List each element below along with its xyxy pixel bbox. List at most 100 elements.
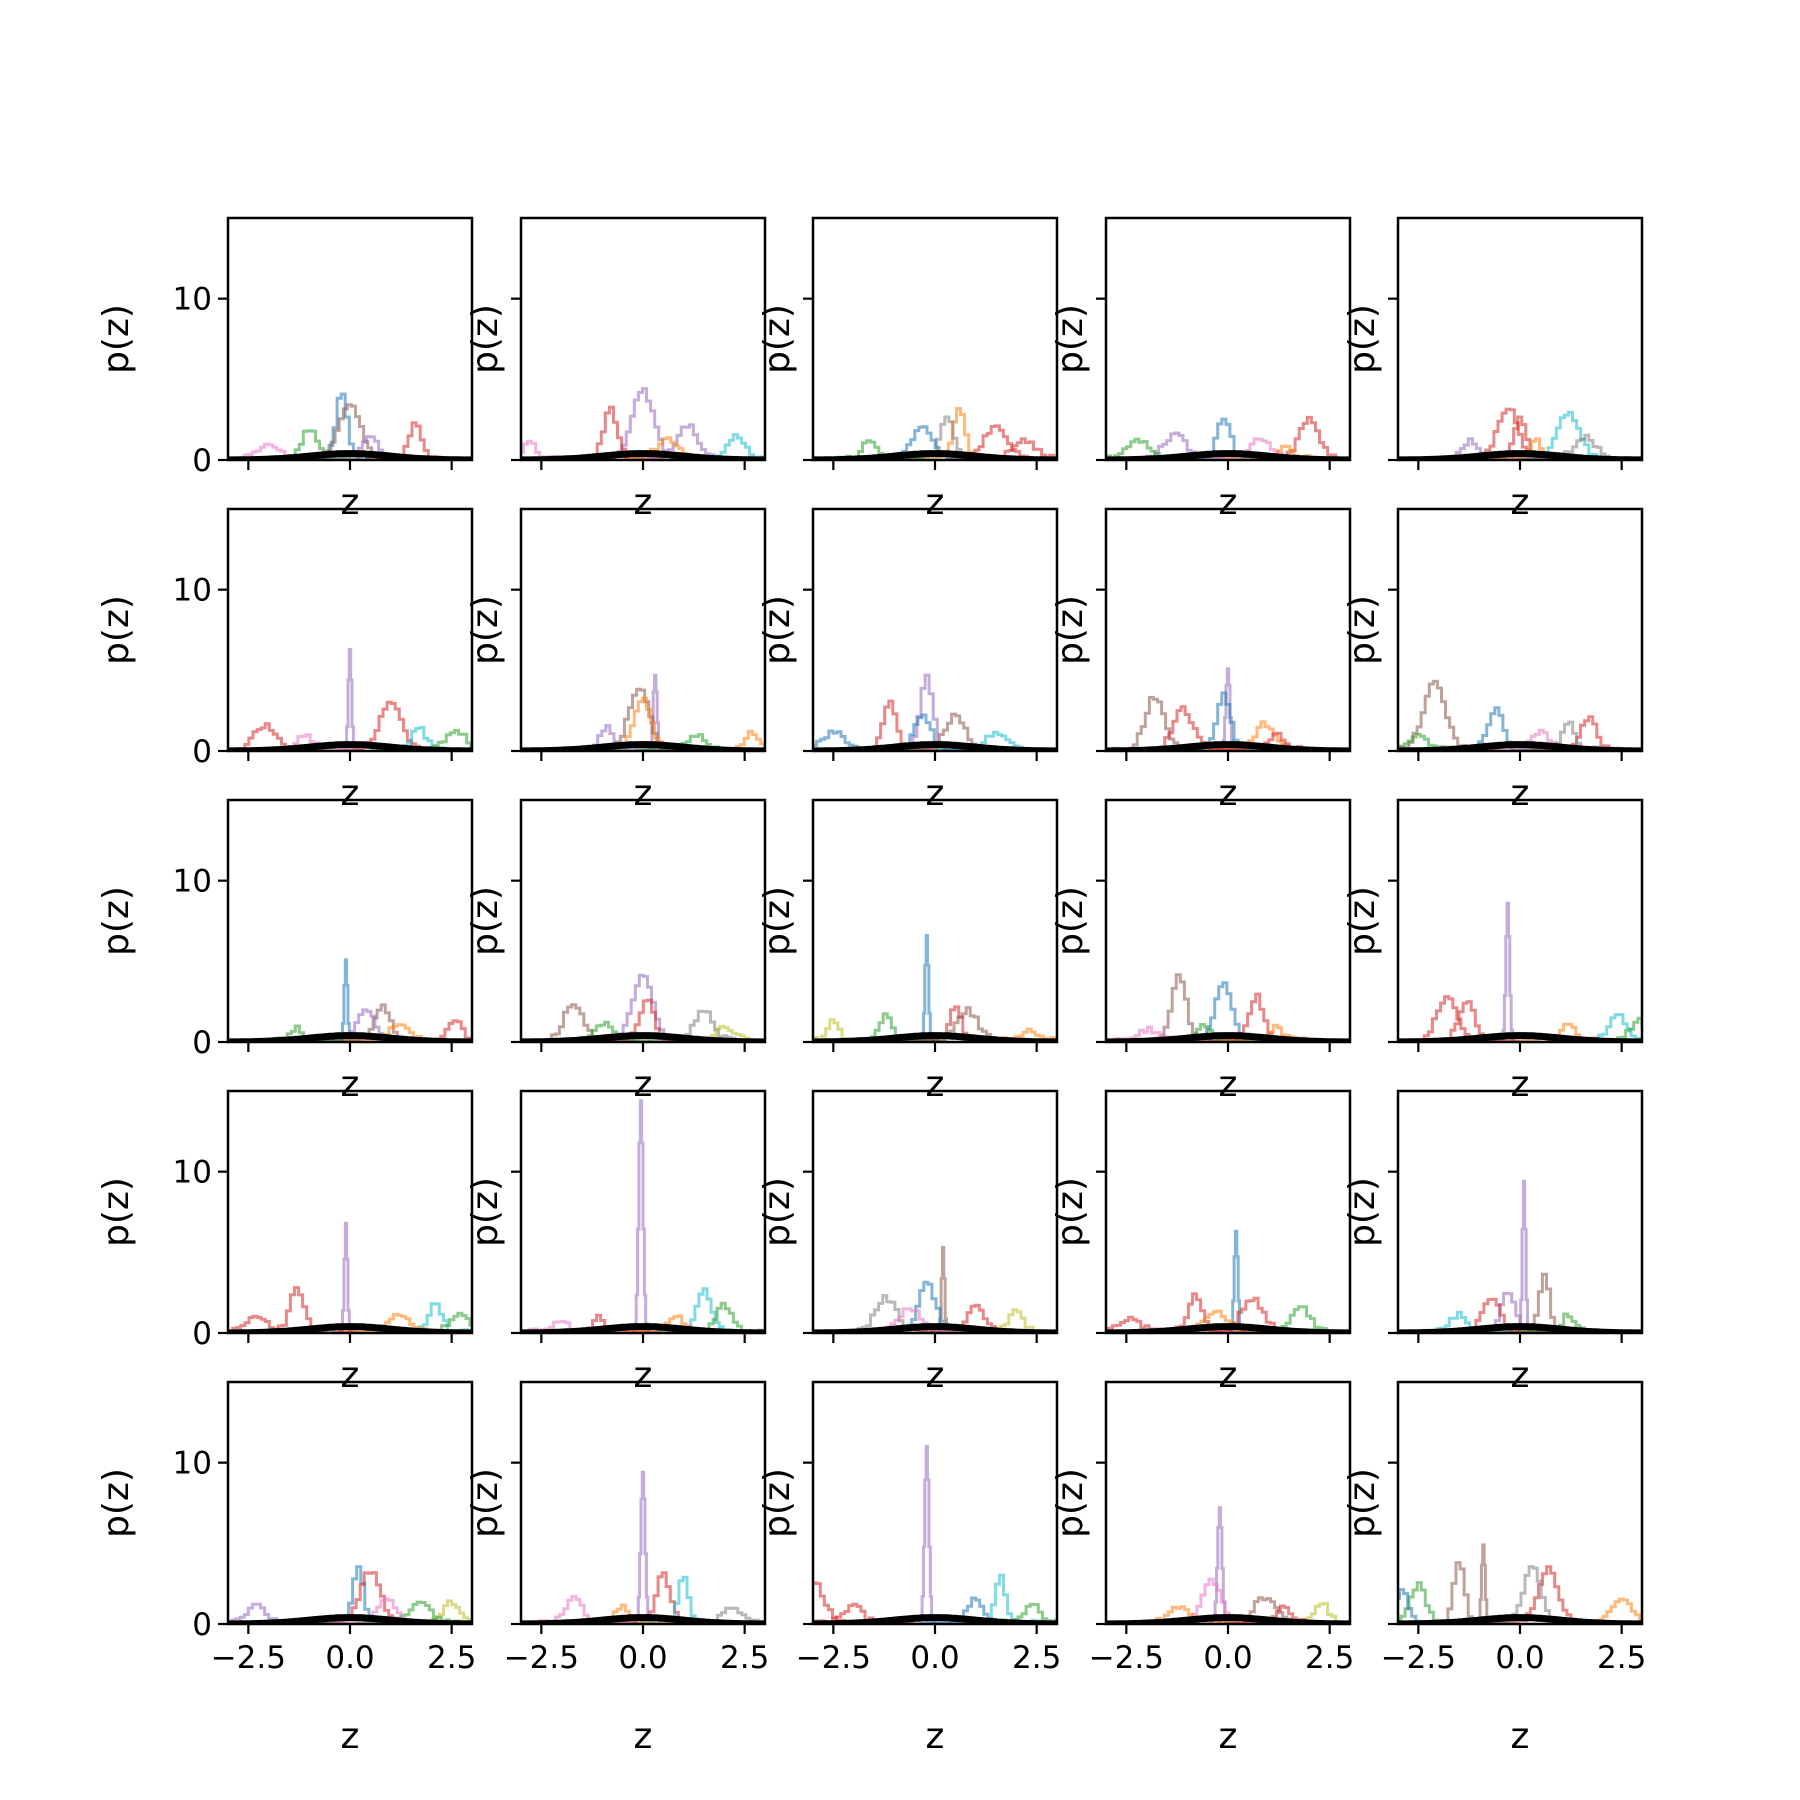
plot-area xyxy=(1106,1229,1350,1333)
subplot-r1-c1: z p(z) xyxy=(465,507,767,814)
histogram-series-0 xyxy=(641,673,670,751)
subplot-r2-c4: z p(z) xyxy=(1342,798,1644,1105)
histogram-series-0 xyxy=(912,934,943,1042)
x-tick-label: −2.5 xyxy=(1381,1640,1456,1676)
axes-frame xyxy=(1104,798,1352,1044)
histogram-series-0 xyxy=(1493,901,1524,1042)
x-axis-label: z xyxy=(634,773,653,814)
y-axis-label: p(z) xyxy=(96,886,137,956)
subplot-r0-c1: z p(z) xyxy=(465,216,767,523)
x-axis-label: z xyxy=(341,1716,360,1757)
axes-frame xyxy=(226,1380,474,1626)
plot-area xyxy=(521,673,765,751)
x-axis-label: z xyxy=(634,482,653,523)
y-axis-label: p(z) xyxy=(1342,886,1383,956)
subplot-r0-c4: z p(z) xyxy=(1342,216,1644,523)
plot-area xyxy=(1398,1179,1642,1333)
x-tick-label: 2.5 xyxy=(720,1640,769,1676)
y-axis-label: p(z) xyxy=(465,1177,506,1247)
axes-frame xyxy=(519,216,767,462)
plot-area xyxy=(1106,973,1350,1042)
axes-frame xyxy=(1396,1380,1644,1626)
x-axis-label: z xyxy=(1219,1355,1238,1396)
y-axis-label: p(z) xyxy=(1050,304,1091,374)
y-tick-label: 0 xyxy=(192,443,212,479)
plot-area xyxy=(1398,1543,1642,1624)
plot-area xyxy=(228,392,472,460)
x-tick-label: 0.0 xyxy=(910,1640,959,1676)
histogram-series-0 xyxy=(596,387,693,460)
y-tick-label: 10 xyxy=(173,282,212,318)
x-tick-label: 2.5 xyxy=(1012,1640,1061,1676)
y-axis-label: p(z) xyxy=(96,1177,137,1247)
subplot-r2-c1: z p(z) xyxy=(465,798,767,1105)
plot-area xyxy=(1398,679,1642,751)
subplot-r3-c2: z p(z) xyxy=(757,1089,1059,1396)
subplot-r0-c2: z p(z) xyxy=(757,216,1059,523)
axes-frame xyxy=(1396,798,1644,1044)
x-tick-label: 0.0 xyxy=(1203,1640,1252,1676)
x-axis-label: z xyxy=(1219,1716,1238,1757)
axes-frame xyxy=(811,216,1059,462)
subplot-r2-c2: z p(z) xyxy=(757,798,1059,1105)
subplot-r4-c4: −2.5 0.0 2.5 z p(z) xyxy=(1342,1380,1646,1757)
plot-area xyxy=(813,1445,1057,1624)
histogram-series-0 xyxy=(912,1445,943,1624)
x-axis-label: z xyxy=(341,773,360,814)
subplot-r1-c4: z p(z) xyxy=(1342,507,1644,814)
plot-area xyxy=(521,1099,765,1333)
plot-area xyxy=(813,934,1057,1042)
plot-area xyxy=(228,1565,472,1624)
histogram-series-0 xyxy=(1509,1179,1540,1333)
y-axis-label: p(z) xyxy=(757,595,798,665)
plot-area xyxy=(1398,901,1642,1042)
y-tick-label: 0 xyxy=(192,1607,212,1643)
subplot-r4-c0: −2.5 0.0 2.5 0 10 z p(z) xyxy=(96,1380,476,1757)
y-axis-label: p(z) xyxy=(1050,886,1091,956)
x-axis-label: z xyxy=(1511,1064,1530,1105)
subplot-r0-c0: 0 10 z p(z) xyxy=(96,216,474,523)
axes-frame xyxy=(1104,1380,1352,1626)
y-axis-label: p(z) xyxy=(465,304,506,374)
x-axis-label: z xyxy=(1511,482,1530,523)
y-axis-label: p(z) xyxy=(1050,595,1091,665)
x-axis-label: z xyxy=(634,1064,653,1105)
axes-frame xyxy=(1396,507,1644,753)
x-tick-label: −2.5 xyxy=(796,1640,871,1676)
y-axis-label: p(z) xyxy=(1342,595,1383,665)
plot-area xyxy=(813,1246,1057,1333)
histogram-series-0 xyxy=(1469,1543,1498,1624)
y-axis-label: p(z) xyxy=(757,886,798,956)
plot-area xyxy=(1106,415,1350,460)
x-tick-label: −2.5 xyxy=(211,1640,286,1676)
plot-area xyxy=(813,673,1057,751)
histogram-series-0 xyxy=(928,1246,959,1333)
y-axis-label: p(z) xyxy=(1050,1177,1091,1247)
axes-frame xyxy=(226,1089,474,1335)
x-axis-label: z xyxy=(926,1716,945,1757)
y-axis-label: p(z) xyxy=(757,1177,798,1247)
plot-area xyxy=(1398,407,1642,460)
subplot-r3-c0: 0 10 z p(z) xyxy=(96,1089,474,1396)
x-tick-label: −2.5 xyxy=(1089,1640,1164,1676)
x-axis-label: z xyxy=(341,482,360,523)
plot-area xyxy=(521,973,765,1042)
x-axis-label: z xyxy=(926,773,945,814)
x-axis-label: z xyxy=(634,1355,653,1396)
subplot-r4-c2: −2.5 0.0 2.5 z p(z) xyxy=(757,1380,1061,1757)
axes-frame xyxy=(1104,507,1352,753)
subplot-r2-c0: 0 10 z p(z) xyxy=(96,798,474,1105)
subplot-r1-c0: 0 10 z p(z) xyxy=(96,507,474,814)
plot-area xyxy=(521,1470,765,1624)
plot-area xyxy=(813,407,1057,460)
x-tick-label: 2.5 xyxy=(427,1640,476,1676)
subplot-r1-c2: z p(z) xyxy=(757,507,1059,814)
axes-frame xyxy=(519,507,767,753)
x-axis-label: z xyxy=(1219,1064,1238,1105)
histogram-series-0 xyxy=(331,958,362,1042)
axes-frame xyxy=(811,798,1059,1044)
axes-frame xyxy=(1396,1089,1644,1335)
y-axis-label: p(z) xyxy=(96,1468,137,1538)
axes-frame xyxy=(519,1380,767,1626)
